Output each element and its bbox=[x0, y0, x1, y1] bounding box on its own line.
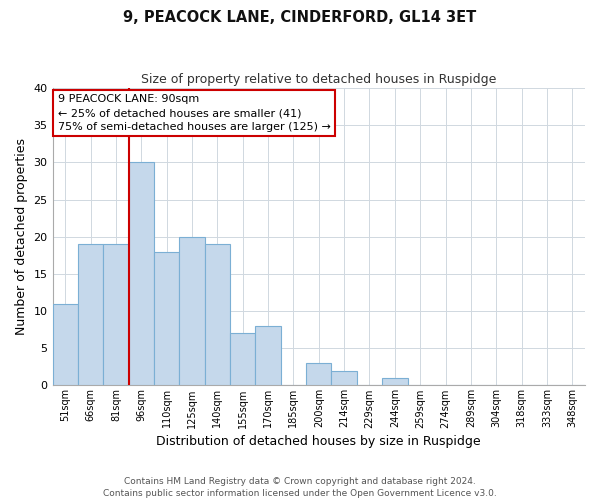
Bar bbox=[256, 326, 281, 386]
Text: Contains HM Land Registry data © Crown copyright and database right 2024.
Contai: Contains HM Land Registry data © Crown c… bbox=[103, 476, 497, 498]
Bar bbox=[205, 244, 230, 386]
Bar bbox=[78, 244, 103, 386]
Bar bbox=[382, 378, 407, 386]
Bar bbox=[179, 236, 205, 386]
Text: 9 PEACOCK LANE: 90sqm
← 25% of detached houses are smaller (41)
75% of semi-deta: 9 PEACOCK LANE: 90sqm ← 25% of detached … bbox=[58, 94, 331, 132]
Bar bbox=[230, 334, 256, 386]
X-axis label: Distribution of detached houses by size in Ruspidge: Distribution of detached houses by size … bbox=[157, 434, 481, 448]
Bar bbox=[53, 304, 78, 386]
Y-axis label: Number of detached properties: Number of detached properties bbox=[15, 138, 28, 335]
Bar bbox=[306, 363, 331, 386]
Bar bbox=[154, 252, 179, 386]
Title: Size of property relative to detached houses in Ruspidge: Size of property relative to detached ho… bbox=[141, 72, 496, 86]
Bar bbox=[103, 244, 128, 386]
Bar bbox=[331, 370, 357, 386]
Bar bbox=[128, 162, 154, 386]
Text: 9, PEACOCK LANE, CINDERFORD, GL14 3ET: 9, PEACOCK LANE, CINDERFORD, GL14 3ET bbox=[124, 10, 476, 25]
